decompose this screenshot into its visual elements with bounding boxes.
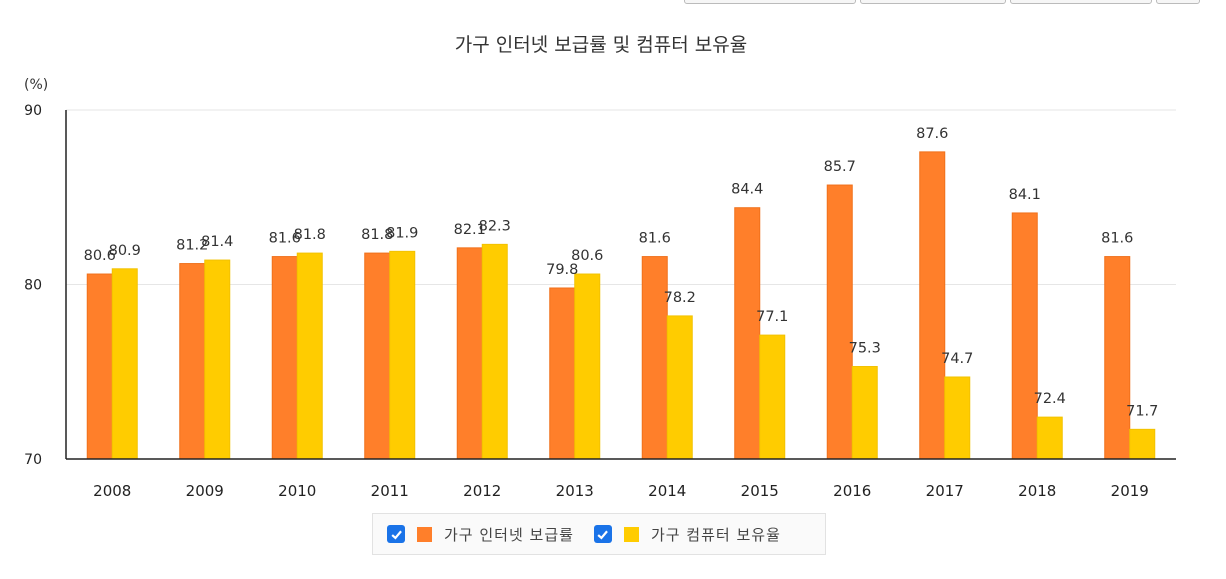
x-tick-label: 2013 (556, 482, 594, 500)
data-label: 81.6 (269, 231, 301, 247)
legend-item-internet[interactable]: 가구 인터넷 보급률 (387, 524, 574, 545)
data-label: 81.6 (1101, 231, 1133, 247)
bar-computer-2014[interactable] (666, 315, 693, 460)
bar-computer-2016[interactable] (851, 366, 878, 460)
data-label: 81.6 (639, 231, 671, 247)
data-label: 85.7 (824, 159, 856, 175)
data-label: 81.2 (176, 238, 208, 254)
bar-internet-2016[interactable] (826, 184, 853, 460)
bar-internet-2010[interactable] (271, 256, 298, 460)
gridlines (66, 109, 1176, 285)
x-tick-label: 2009 (186, 482, 224, 500)
x-tick-label: 2019 (1111, 482, 1149, 500)
bar-computer-2019[interactable] (1129, 428, 1156, 460)
bar-internet-2011[interactable] (364, 252, 391, 460)
y-tick-label: 80 (24, 278, 42, 294)
bar-internet-2018[interactable] (1011, 212, 1038, 460)
toolbar-segment[interactable] (860, 0, 1006, 4)
x-tick-label: 2015 (741, 482, 779, 500)
x-tick-label: 2014 (648, 482, 686, 500)
legend-item-computer[interactable]: 가구 컴퓨터 보유율 (593, 524, 781, 545)
x-tick-label: 2011 (371, 482, 409, 500)
legend-swatch-internet (417, 526, 432, 542)
x-tick-label: 2017 (926, 482, 964, 500)
data-label: 71.7 (1126, 403, 1158, 419)
legend-checkbox-internet[interactable] (387, 525, 405, 543)
toolbar-segment[interactable] (1156, 0, 1200, 4)
data-label: 78.2 (664, 290, 696, 306)
legend-label-computer: 가구 컴퓨터 보유율 (650, 525, 781, 544)
bar-internet-2009[interactable] (179, 263, 206, 460)
bar-internet-2019[interactable] (1104, 256, 1131, 460)
data-label: 72.4 (1034, 391, 1066, 407)
x-axis-ticks: 2008 2009 2010 2011 2012 2013 2014 2015 2016 2017… (93, 482, 1149, 500)
x-tick-label: 2008 (93, 482, 131, 500)
bar-computer-2013[interactable] (574, 273, 601, 460)
x-tick-label: 2016 (833, 482, 871, 500)
y-tick-label: 90 (24, 103, 42, 119)
data-label: 75.3 (849, 341, 881, 357)
data-label: 77.1 (756, 309, 788, 325)
bar-computer-2012[interactable] (481, 243, 508, 460)
bar-computer-2018[interactable] (1036, 416, 1063, 460)
bar-computer-2015[interactable] (759, 334, 786, 460)
bar-internet-2015[interactable] (734, 207, 761, 460)
data-labels: 80.680.9 81.281.4 81.681.8 81.881.9 82.182.3… (84, 126, 1159, 419)
chart-title: 가구 인터넷 보급률 및 컴퓨터 보유율 (455, 34, 747, 56)
bar-computer-2011[interactable] (389, 250, 416, 460)
x-tick-label: 2012 (463, 482, 501, 500)
bar-computer-2009[interactable] (204, 259, 231, 460)
bar-internet-2014[interactable] (641, 256, 668, 460)
chart-legend: 가구 인터넷 보급률 가구 컴퓨터 보유율 (372, 513, 826, 555)
bar-computer-2010[interactable] (296, 252, 323, 460)
bar-internet-2013[interactable] (549, 287, 576, 460)
legend-swatch-computer (623, 526, 639, 542)
data-label: 80.6 (84, 248, 116, 264)
data-label: 82.1 (454, 222, 486, 238)
y-axis-unit-label: (%) (24, 77, 48, 93)
data-label: 80.9 (109, 243, 141, 259)
bar-internet-2012[interactable] (456, 247, 483, 460)
data-label: 84.1 (1009, 187, 1041, 203)
y-tick-label: 70 (24, 452, 42, 468)
data-label: 81.8 (294, 227, 326, 243)
bar-computer-2017[interactable] (944, 376, 971, 460)
checkmark-icon (597, 530, 609, 540)
legend-checkbox-computer[interactable] (593, 525, 612, 543)
data-label: 82.3 (479, 218, 511, 234)
bar-computer-2008[interactable] (111, 268, 138, 460)
data-label: 80.6 (571, 248, 603, 264)
x-tick-label: 2010 (278, 482, 316, 500)
y-axis-ticks: 70 80 90 (24, 103, 42, 468)
toolbar-segment[interactable] (1010, 0, 1152, 4)
checkmark-icon (390, 530, 402, 540)
bars (86, 151, 1156, 460)
data-label: 81.4 (201, 234, 233, 250)
data-label: 84.4 (731, 182, 763, 198)
toolbar-segment[interactable] (684, 0, 856, 4)
x-tick-label: 2018 (1018, 482, 1056, 500)
data-label: 79.8 (546, 262, 578, 278)
data-label: 74.7 (941, 351, 973, 367)
data-label: 87.6 (916, 126, 948, 142)
bar-internet-2017[interactable] (919, 151, 946, 460)
legend-label-internet: 가구 인터넷 보급률 (444, 525, 574, 544)
bar-internet-2008[interactable] (86, 273, 113, 460)
data-label: 81.9 (386, 225, 418, 241)
data-label: 81.8 (361, 227, 393, 243)
top-toolbar-fragment (0, 0, 1226, 4)
